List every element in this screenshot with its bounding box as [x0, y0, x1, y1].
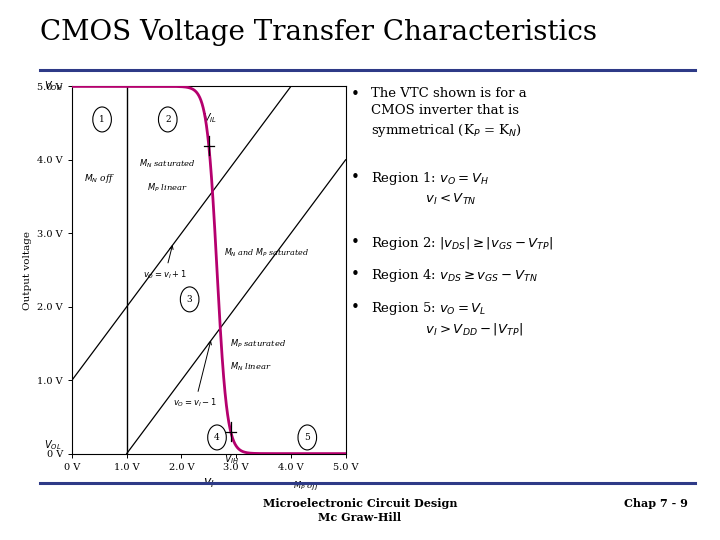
Y-axis label: Output voltage: Output voltage [23, 231, 32, 309]
Text: Region 2: $|v_{DS}| \geq |v_{GS} - V_{TP}|$: Region 2: $|v_{DS}| \geq |v_{GS} - V_{TP… [371, 235, 553, 252]
Text: •: • [351, 87, 360, 103]
Text: $M_N$ linear: $M_N$ linear [230, 361, 271, 373]
Text: Microelectronic Circuit Design: Microelectronic Circuit Design [263, 498, 457, 509]
Text: Region 5: $v_O = V_L$
             $v_I > V_{DD} - |V_{TP}|$: Region 5: $v_O = V_L$ $v_I > V_{DD} - |V… [371, 300, 523, 338]
Text: $M_P$ linear: $M_P$ linear [148, 181, 188, 194]
Text: 4: 4 [214, 433, 220, 442]
Text: $M_P$ saturated: $M_P$ saturated [230, 337, 286, 350]
Text: $M_P$ off: $M_P$ off [293, 480, 321, 492]
Text: 2: 2 [165, 115, 171, 124]
Text: 3: 3 [186, 295, 192, 304]
Text: •: • [351, 170, 360, 185]
Text: $v_O = v_I - 1$: $v_O = v_I - 1$ [174, 341, 217, 409]
Text: $M_N$ and $M_P$ saturated: $M_N$ and $M_P$ saturated [224, 246, 310, 259]
Text: •: • [351, 267, 360, 282]
Text: 5: 5 [305, 433, 310, 442]
Text: $V_{IL}$: $V_{IL}$ [203, 111, 217, 125]
Text: $M_N$ off: $M_N$ off [84, 172, 115, 185]
Text: $V_{OH}$: $V_{OH}$ [43, 79, 63, 93]
Text: $V_{IH}$: $V_{IH}$ [224, 452, 240, 466]
Text: $V_{OL}$: $V_{OL}$ [43, 438, 61, 451]
Text: •: • [351, 300, 360, 315]
Text: The VTC shown is for a
CMOS inverter that is
symmetrical (K$_P$ = K$_N$): The VTC shown is for a CMOS inverter tha… [371, 87, 526, 139]
Text: Region 4: $v_{DS} \geq v_{GS} - V_{TN}$: Region 4: $v_{DS} \geq v_{GS} - V_{TN}$ [371, 267, 538, 284]
Text: Mc Graw-Hill: Mc Graw-Hill [318, 512, 402, 523]
Text: 1: 1 [99, 115, 105, 124]
Text: $v_O = v_I + 1$: $v_O = v_I + 1$ [143, 246, 187, 281]
Text: •: • [351, 235, 360, 250]
X-axis label: $v_I$: $v_I$ [203, 477, 215, 490]
Text: Region 1: $v_O = V_H$
             $v_I < V_{TN}$: Region 1: $v_O = V_H$ $v_I < V_{TN}$ [371, 170, 489, 207]
Text: CMOS Voltage Transfer Characteristics: CMOS Voltage Transfer Characteristics [40, 19, 597, 46]
Text: $M_N$ saturated: $M_N$ saturated [139, 157, 197, 170]
Text: Chap 7 - 9: Chap 7 - 9 [624, 498, 688, 509]
